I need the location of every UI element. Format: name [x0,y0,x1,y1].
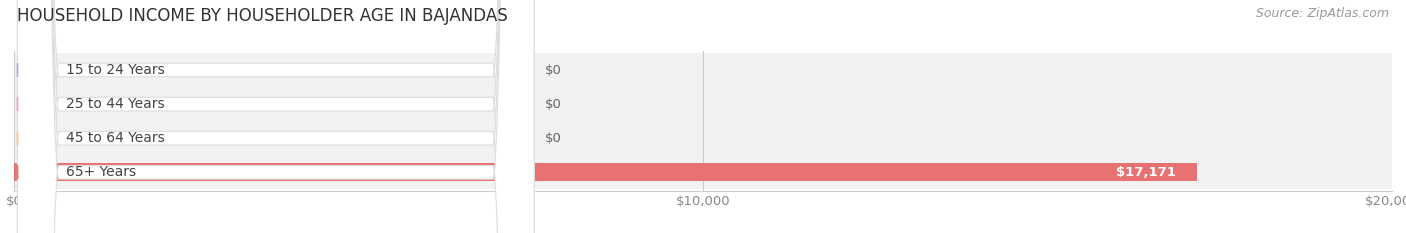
Text: 25 to 44 Years: 25 to 44 Years [66,97,165,111]
Bar [14,121,1392,155]
FancyBboxPatch shape [17,0,534,233]
Bar [14,87,1392,121]
Text: $0: $0 [544,64,561,76]
Text: 65+ Years: 65+ Years [66,165,136,179]
Text: $0: $0 [544,132,561,145]
Bar [14,163,1197,181]
FancyBboxPatch shape [17,0,534,233]
Text: 15 to 24 Years: 15 to 24 Years [66,63,165,77]
Text: 45 to 64 Years: 45 to 64 Years [66,131,165,145]
Text: $0: $0 [544,98,561,111]
Text: Source: ZipAtlas.com: Source: ZipAtlas.com [1256,7,1389,20]
Bar [14,53,1392,87]
FancyBboxPatch shape [17,0,534,233]
Text: HOUSEHOLD INCOME BY HOUSEHOLDER AGE IN BAJANDAS: HOUSEHOLD INCOME BY HOUSEHOLDER AGE IN B… [17,7,508,25]
Text: $17,171: $17,171 [1116,166,1177,179]
Bar [14,155,1392,189]
FancyBboxPatch shape [17,0,534,233]
